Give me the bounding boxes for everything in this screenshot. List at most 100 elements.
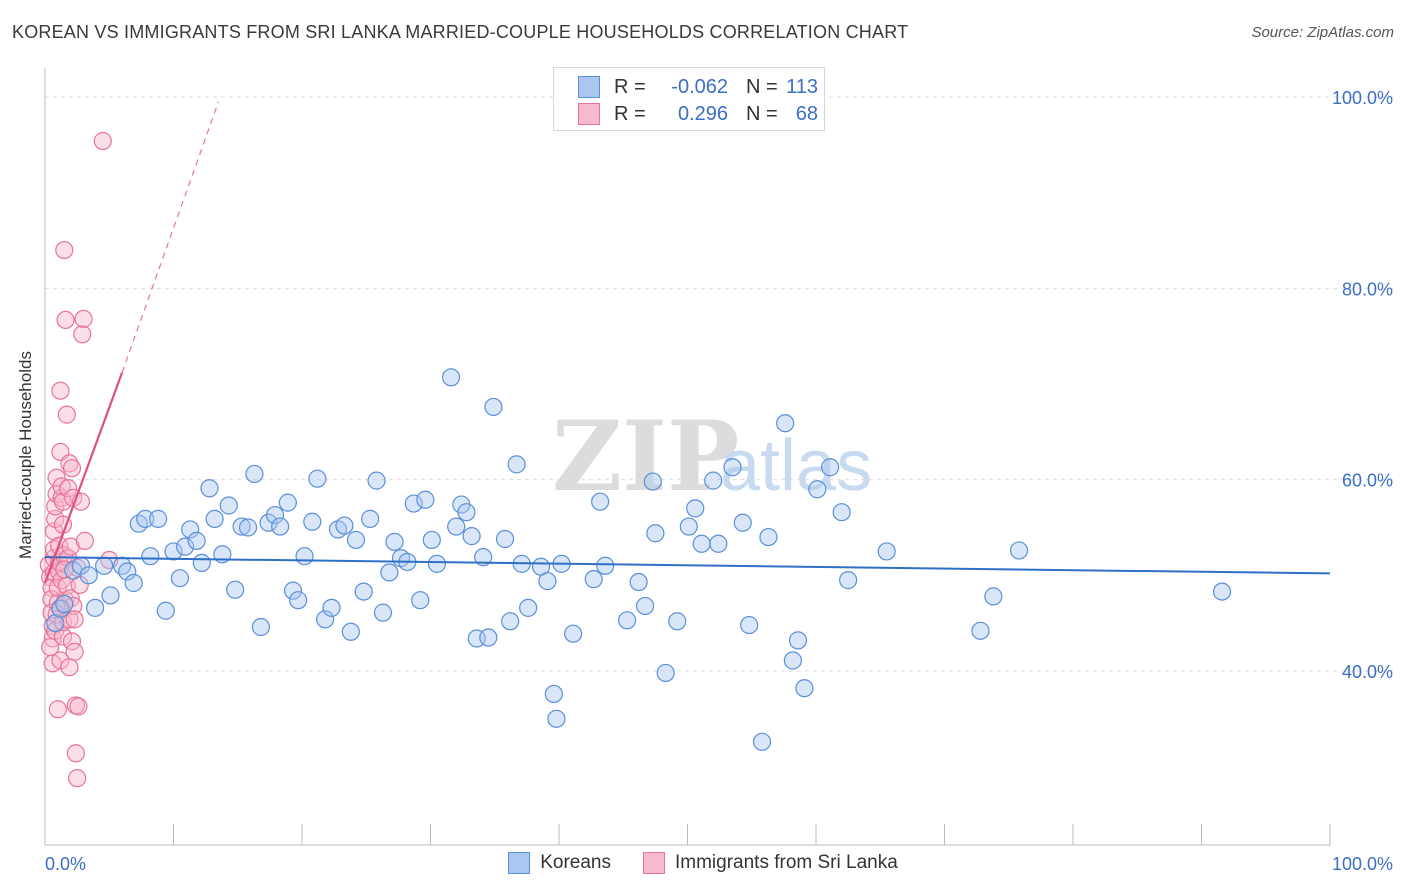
data-point: [65, 610, 84, 629]
series-legend: Koreans Immigrants from Sri Lanka: [0, 852, 1406, 874]
legend-row-koreans: R = -0.062 N = 113: [578, 74, 818, 100]
data-point: [808, 480, 827, 499]
data-point: [60, 454, 79, 473]
data-point: [686, 499, 705, 518]
data-point: [48, 700, 67, 719]
data-point: [289, 591, 308, 610]
data-point: [278, 493, 297, 512]
data-point: [723, 458, 742, 477]
data-point: [95, 556, 114, 575]
data-point: [170, 569, 190, 588]
data-point: [501, 612, 520, 631]
data-point: [547, 709, 566, 728]
data-point: [839, 571, 858, 590]
data-point: [427, 554, 447, 573]
data-point: [175, 537, 195, 556]
data-point: [238, 518, 258, 537]
data-point: [1212, 582, 1232, 601]
axes: [44, 68, 1331, 846]
data-point: [226, 580, 245, 599]
data-point: [156, 601, 175, 620]
legend-n-value: 68: [795, 102, 818, 125]
data-point: [41, 637, 60, 657]
legend-n-value: 113: [786, 75, 818, 98]
data-point: [380, 563, 399, 582]
pink-swatch-icon: [578, 103, 600, 125]
correlation-legend: R = -0.062 N = 113 R = 0.296 N = 68: [553, 67, 825, 131]
data-point: [709, 534, 728, 553]
data-point: [519, 598, 538, 617]
data-point: [733, 513, 752, 532]
data-point: [635, 596, 655, 616]
data-point: [346, 530, 366, 550]
data-point: [47, 468, 66, 487]
data-point: [1009, 541, 1029, 560]
data-point: [341, 622, 360, 641]
data-point: [205, 509, 224, 528]
data-point: [187, 531, 206, 550]
legend-label-sri-lanka: Immigrants from Sri Lanka: [674, 852, 898, 873]
data-point: [404, 494, 423, 513]
legend-r-value: -0.062: [671, 75, 728, 98]
data-point: [75, 531, 94, 550]
data-point: [51, 381, 70, 400]
y-tick-label: 80.0%: [1342, 279, 1393, 299]
legend-item-sri-lanka[interactable]: Immigrants from Sri Lanka: [642, 852, 898, 874]
data-point: [59, 479, 78, 498]
data-point: [65, 642, 84, 661]
data-point: [57, 405, 76, 424]
data-point: [759, 527, 778, 547]
data-point: [52, 477, 71, 496]
data-point: [643, 472, 662, 491]
data-point: [46, 614, 65, 633]
legend-item-koreans[interactable]: Koreans: [508, 852, 611, 874]
data-point: [53, 627, 73, 646]
watermark-zip: ZIP: [552, 400, 739, 513]
x-tick-label: 0.0%: [45, 854, 86, 874]
data-point: [832, 503, 851, 522]
data-point: [361, 509, 380, 528]
data-point: [283, 581, 303, 600]
data-point: [66, 744, 85, 763]
data-point: [783, 651, 802, 670]
y-axis-label: Married-couple Households: [16, 351, 35, 559]
data-point: [692, 534, 711, 553]
source-label: Source: ZipAtlas.com: [1251, 24, 1394, 41]
data-point: [181, 520, 200, 539]
data-point: [422, 530, 441, 550]
data-point: [79, 566, 98, 585]
data-point: [538, 571, 557, 591]
data-point: [322, 598, 341, 617]
data-point: [584, 570, 603, 589]
data-point: [303, 512, 322, 531]
data-point: [124, 573, 143, 593]
data-point: [984, 587, 1003, 606]
watermark: ZIP atlas: [552, 400, 872, 513]
data-point: [795, 679, 814, 698]
data-point: [148, 509, 168, 528]
data-point: [367, 471, 386, 490]
blue-swatch-icon: [578, 76, 600, 98]
data-point: [86, 598, 105, 617]
data-point: [479, 628, 498, 647]
data-point: [192, 553, 211, 572]
data-point: [354, 582, 373, 601]
data-point: [564, 624, 583, 643]
watermark-atlas: atlas: [720, 426, 872, 506]
data-point: [544, 684, 563, 704]
data-point: [200, 479, 219, 498]
data-point: [416, 490, 435, 509]
data-point: [971, 621, 990, 640]
data-point: [474, 548, 493, 567]
y-tick-label: 100.0%: [1332, 88, 1393, 108]
sri-lanka-points: [39, 131, 119, 788]
data-point: [251, 617, 270, 637]
data-point: [385, 532, 404, 551]
legend-r-value: 0.296: [677, 102, 728, 125]
data-point: [495, 529, 515, 549]
x-tick-labels: 0.0% 100.0%: [45, 854, 1393, 874]
data-point: [740, 615, 759, 635]
data-point: [53, 492, 73, 511]
data-point: [245, 464, 264, 484]
data-point: [447, 517, 466, 536]
